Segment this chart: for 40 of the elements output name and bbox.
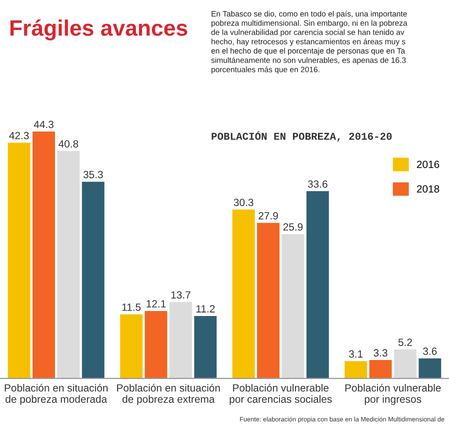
- bar: [232, 210, 255, 378]
- data-label: 40.8: [58, 140, 78, 148]
- chart-subtitle: POBLACIÓN EN POBREZA, 2016-20: [212, 131, 392, 142]
- bar: [282, 234, 304, 378]
- data-label: 11.5: [122, 304, 141, 311]
- data-label: 42.3: [9, 132, 29, 140]
- bar: [144, 310, 168, 378]
- bar: [8, 142, 30, 378]
- x-tick-label: Población en situación de pobreza extrema: [117, 384, 220, 405]
- data-label: 3.1: [348, 350, 363, 358]
- bar: [32, 132, 56, 378]
- x-tick-label: Población en situación de pobreza moderada: [4, 384, 108, 405]
- bar: [369, 360, 392, 378]
- x-tick-label: Población vulnerable por carencias sociales: [230, 384, 332, 405]
- data-label: 30.3: [234, 198, 254, 206]
- data-label: 13.7: [171, 291, 190, 299]
- chart-title: Frágiles avances: [10, 19, 188, 40]
- bar: [82, 182, 104, 378]
- data-label: 5.2: [398, 338, 412, 346]
- data-label: 27.9: [258, 212, 278, 220]
- bar: [344, 361, 368, 378]
- bar: [194, 316, 217, 378]
- data-label: 11.2: [196, 305, 215, 312]
- bar: [394, 349, 416, 378]
- data-label: 25.9: [283, 223, 303, 231]
- data-label: 3.3: [374, 349, 388, 357]
- data-label: 35.3: [83, 170, 103, 178]
- bar: [57, 151, 80, 378]
- data-label: 3.6: [423, 348, 437, 355]
- data-label: 44.3: [34, 120, 54, 128]
- bar: [257, 222, 280, 378]
- data-label: 33.6: [308, 180, 328, 188]
- bar: [418, 358, 442, 378]
- data-label: 12.1: [146, 300, 166, 308]
- x-tick-label: Población vulnerable por ingresos: [345, 384, 441, 405]
- bar: [170, 302, 192, 378]
- legend-label: 2018: [416, 185, 440, 193]
- legend-label: 2016: [416, 160, 440, 168]
- bar: [306, 191, 329, 378]
- bar: [120, 314, 143, 378]
